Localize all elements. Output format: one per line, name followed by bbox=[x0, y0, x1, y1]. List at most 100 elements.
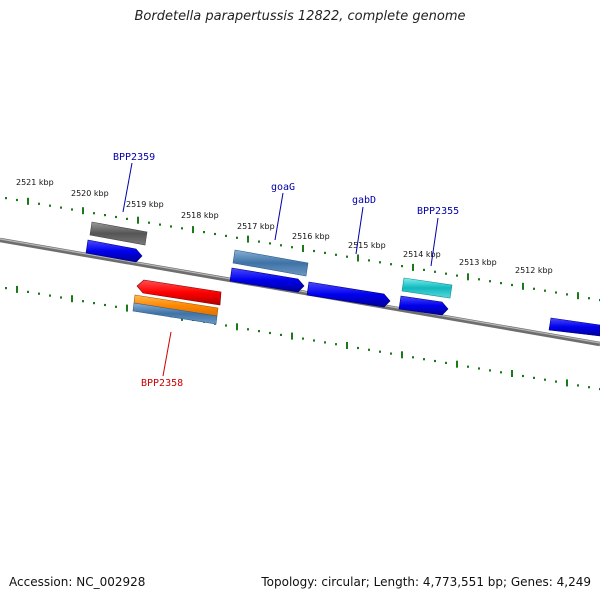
scale-minor-dot bbox=[93, 212, 95, 215]
scale-minor-dot bbox=[489, 280, 491, 283]
scale-minor-dot bbox=[445, 272, 447, 275]
scale-minor-dot bbox=[247, 328, 249, 331]
genome-summary: Topology: circular; Length: 4,773,551 bp… bbox=[261, 575, 591, 589]
scale-minor-dot bbox=[522, 374, 524, 378]
scale-minor-dot bbox=[49, 204, 51, 207]
scale-minor-dot bbox=[555, 291, 557, 294]
scale-minor-dot bbox=[313, 339, 315, 342]
scale-minor-dot bbox=[434, 359, 436, 363]
cds-forward-arrow[interactable] bbox=[85, 239, 143, 263]
scale-major-tick bbox=[467, 273, 469, 281]
scale-minor-dot bbox=[423, 268, 425, 271]
gene-bpp2355-block[interactable] bbox=[401, 277, 453, 299]
gene-label-gabd[interactable]: gabD bbox=[352, 195, 376, 206]
gene-label-bpp2358[interactable]: BPP2358 bbox=[141, 378, 183, 389]
scale-minor-dot bbox=[38, 292, 40, 295]
scale-minor-dot bbox=[225, 234, 227, 237]
scale-minor-dot bbox=[115, 215, 117, 219]
scale-minor-dot bbox=[434, 270, 436, 273]
cds-forward-arrow[interactable] bbox=[398, 295, 449, 316]
map-title: Bordetella parapertussis 12822, complete… bbox=[134, 9, 466, 24]
scale-minor-dot bbox=[5, 197, 7, 200]
scale-minor-dot bbox=[148, 221, 150, 224]
scale-minor-dot bbox=[555, 380, 557, 383]
scale-minor-dot bbox=[390, 352, 392, 355]
scale-minor-dot bbox=[324, 251, 326, 254]
gene-label-bpp2359[interactable]: BPP2359 bbox=[113, 152, 155, 163]
scale-minor-dot bbox=[324, 341, 326, 344]
cds-forward-arrow[interactable] bbox=[229, 267, 305, 293]
scale-minor-dot bbox=[27, 290, 29, 293]
scale-minor-dot bbox=[566, 293, 568, 296]
scale-minor-dot bbox=[203, 231, 205, 234]
scale-minor-dot bbox=[170, 225, 172, 228]
scale-minor-dot bbox=[60, 296, 62, 299]
scale-minor-dot bbox=[313, 249, 315, 253]
callout-line bbox=[122, 162, 133, 213]
scale-minor-dot bbox=[82, 300, 84, 303]
tick-label: 2515 kbp bbox=[348, 241, 386, 250]
scale-minor-dot bbox=[269, 331, 271, 335]
scale-minor-dot bbox=[456, 274, 458, 277]
scale-minor-dot bbox=[489, 369, 491, 372]
scale-major-tick bbox=[302, 245, 304, 252]
scale-minor-dot bbox=[335, 253, 337, 256]
scale-major-tick bbox=[511, 370, 513, 377]
callout-line bbox=[274, 192, 284, 241]
scale-minor-dot bbox=[214, 232, 216, 236]
gene-bpp2358-steel-block[interactable] bbox=[132, 302, 218, 325]
tick-label: 2513 kbp bbox=[459, 258, 497, 267]
scale-minor-dot bbox=[291, 246, 293, 249]
scale-major-tick bbox=[137, 216, 139, 224]
scale-major-tick bbox=[291, 332, 293, 340]
scale-minor-dot bbox=[544, 289, 546, 292]
accession-label: Accession: NC_002928 bbox=[9, 575, 146, 589]
scale-track-inner bbox=[5, 285, 600, 391]
tick-label: 2521 kbp bbox=[16, 178, 54, 187]
gene-label-bpp2355[interactable]: BPP2355 bbox=[417, 206, 459, 217]
scale-minor-dot bbox=[258, 240, 260, 243]
genome-backbone bbox=[0, 237, 600, 347]
scale-minor-dot bbox=[38, 202, 40, 205]
scale-minor-dot bbox=[258, 330, 260, 333]
scale-major-tick bbox=[126, 304, 128, 312]
scale-minor-dot bbox=[115, 305, 117, 308]
scale-minor-dot bbox=[368, 348, 370, 351]
scale-minor-dot bbox=[236, 236, 238, 239]
scale-minor-dot bbox=[346, 255, 348, 258]
scale-minor-dot bbox=[412, 356, 414, 359]
gene-bpp2359-block[interactable] bbox=[89, 221, 148, 246]
scale-major-tick bbox=[577, 292, 579, 300]
gene-goag-block[interactable] bbox=[232, 249, 309, 277]
scale-minor-dot bbox=[368, 259, 370, 262]
scale-minor-dot bbox=[511, 283, 513, 287]
scale-minor-dot bbox=[181, 227, 183, 230]
tick-label: 2517 kbp bbox=[237, 222, 275, 231]
scale-minor-dot bbox=[280, 244, 282, 247]
tick-label: 2514 kbp bbox=[403, 250, 441, 259]
scale-minor-dot bbox=[544, 378, 546, 381]
scale-major-tick bbox=[412, 263, 414, 271]
scale-minor-dot bbox=[478, 278, 480, 281]
cds-forward-arrow[interactable] bbox=[548, 317, 600, 337]
scale-minor-dot bbox=[60, 206, 62, 209]
cds-forward-arrow[interactable] bbox=[306, 281, 391, 308]
scale-minor-dot bbox=[500, 371, 502, 374]
scale-minor-dot bbox=[533, 287, 535, 290]
scale-major-tick bbox=[27, 197, 29, 205]
callout-line bbox=[162, 331, 172, 377]
scale-minor-dot bbox=[588, 297, 590, 300]
scale-minor-dot bbox=[445, 361, 447, 364]
scale-major-tick bbox=[346, 342, 348, 349]
scale-major-tick bbox=[522, 282, 524, 290]
scale-minor-dot bbox=[577, 384, 579, 387]
scale-minor-dot bbox=[379, 261, 381, 264]
tick-label: 2518 kbp bbox=[181, 211, 219, 220]
scale-minor-dot bbox=[335, 343, 337, 346]
scale-minor-dot bbox=[478, 367, 480, 370]
gene-label-goag[interactable]: goaG bbox=[271, 182, 295, 193]
scale-major-tick bbox=[236, 323, 238, 331]
scale-major-tick bbox=[456, 360, 458, 368]
cds-reverse-arrow[interactable] bbox=[136, 279, 222, 306]
scale-minor-dot bbox=[126, 217, 128, 220]
